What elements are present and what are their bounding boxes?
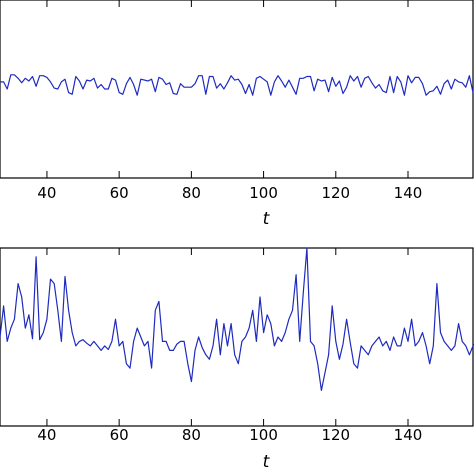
bottom-series-line <box>0 247 474 391</box>
x-tick-label: 120 <box>321 426 350 444</box>
bottom-panel: 40 60 80 100 120 140 t <box>0 247 474 472</box>
x-tick-label: 40 <box>37 426 56 444</box>
x-tick-label: 100 <box>249 184 278 202</box>
x-tick-label: 120 <box>321 184 350 202</box>
top-series-line <box>0 74 474 96</box>
x-tick-label: 60 <box>110 184 129 202</box>
x-tick-label: 80 <box>182 426 201 444</box>
top-panel: 40 60 80 100 120 140 t <box>0 0 474 229</box>
top-x-ticks: 40 60 80 100 120 140 <box>37 0 422 202</box>
x-tick-label: 60 <box>110 426 129 444</box>
top-plot-frame <box>0 0 474 179</box>
bottom-x-ticks: 40 60 80 100 120 140 <box>37 248 422 444</box>
bottom-x-axis-label: t <box>263 452 271 472</box>
bottom-plot-frame <box>0 247 474 427</box>
top-x-axis-label: t <box>263 209 271 229</box>
x-tick-label: 80 <box>182 184 201 202</box>
x-tick-label: 140 <box>394 184 423 202</box>
x-tick-label: 40 <box>37 184 56 202</box>
x-tick-label: 140 <box>394 426 423 444</box>
x-tick-label: 100 <box>249 426 278 444</box>
